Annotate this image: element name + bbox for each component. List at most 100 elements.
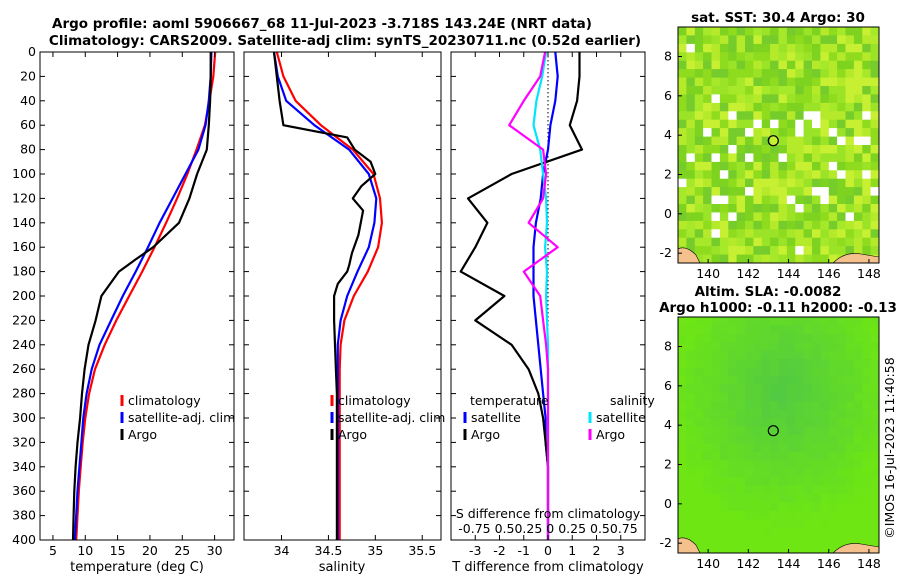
land-patch [678, 537, 701, 553]
map-cell [778, 342, 788, 352]
map-cell [778, 426, 788, 436]
map-cell [786, 317, 796, 326]
map-cell [745, 170, 754, 180]
map-cell [761, 409, 771, 419]
map-cell [719, 401, 729, 411]
map-cell [778, 187, 788, 197]
map-cell [870, 426, 879, 436]
axis-ticks: 5 10 15 20 25 30 34 34.5 35 35.5 -3 -2 -1 0 1 2 30204060… [12, 44, 881, 571]
map-cell [761, 52, 771, 62]
map-cell [870, 418, 879, 428]
map-cell [812, 187, 821, 197]
map-y-tick-label: 6 [664, 88, 672, 103]
map-cell [711, 544, 721, 553]
map-cell [770, 384, 780, 394]
map-cell [728, 161, 738, 171]
map-cell [753, 195, 763, 205]
map-cell [753, 111, 763, 121]
map-cell [728, 246, 738, 256]
map-cell [828, 128, 838, 138]
map-cell [728, 325, 738, 335]
map-cell [719, 468, 729, 478]
map-cell [870, 102, 879, 112]
map-cell [694, 69, 704, 79]
map-cell [820, 229, 830, 239]
map-cell [803, 477, 813, 487]
map-cell [761, 317, 771, 326]
map-cell [686, 342, 696, 352]
map-cell [770, 212, 780, 222]
map-cell [845, 494, 855, 503]
map-cell [820, 418, 830, 428]
map-cell [686, 333, 696, 343]
depth-tick-label: 120 [12, 190, 36, 205]
map-cell [745, 485, 754, 495]
map-cell [828, 384, 838, 394]
map-cell [719, 229, 729, 239]
depth-tick-label: 20 [20, 68, 36, 83]
map-cell [845, 94, 855, 104]
map-cell [736, 333, 746, 343]
x-tick-label: 34 [274, 543, 290, 558]
map-cell [703, 128, 713, 138]
map-cell [795, 136, 805, 146]
depth-tick-label: 140 [12, 215, 36, 230]
legend-title-salinity: salinity [610, 393, 655, 408]
map-cell [845, 333, 855, 343]
map-cell [786, 254, 796, 263]
map-cell [761, 510, 771, 520]
map-cell [812, 350, 821, 360]
legend-label-temp-argo: Argo [471, 427, 500, 442]
map-cell [795, 435, 805, 444]
map-cell [786, 187, 796, 197]
map-cell [845, 367, 855, 377]
map-x-tick-label: 146 [817, 556, 841, 571]
map-cell [761, 544, 771, 553]
map-cell [812, 544, 821, 553]
map-cell [828, 60, 838, 70]
map-cell [753, 502, 763, 512]
map-cell [803, 392, 813, 402]
map-cell [803, 170, 813, 180]
map-x-tick-label: 142 [736, 266, 760, 281]
map-cell [828, 102, 838, 112]
map-cell [786, 229, 796, 239]
map-cell [853, 376, 863, 385]
map-cell [828, 468, 838, 478]
map-cell [870, 527, 879, 537]
map-cell [828, 77, 838, 87]
map-cell [803, 136, 813, 146]
map-cell [703, 153, 713, 163]
map-cell [745, 494, 754, 503]
map-cell [786, 527, 796, 537]
sst-map-title: sat. SST: 30.4 Argo: 30 [691, 10, 865, 26]
map-cell [845, 102, 855, 112]
map-cell [761, 170, 771, 180]
legend-label-climatology: climatology [128, 393, 201, 408]
map-cell [745, 153, 754, 163]
map-cell [711, 384, 721, 394]
map-cell [828, 460, 838, 470]
map-cell [803, 195, 813, 205]
map-cell [703, 468, 713, 478]
map-cell [678, 342, 687, 352]
map-cell [678, 220, 687, 230]
map-cell [820, 136, 830, 146]
map-cell [719, 443, 729, 453]
map-cell [853, 69, 863, 79]
map-cell [845, 392, 855, 402]
map-cell [678, 136, 687, 146]
map-cell [786, 418, 796, 428]
map-cell [686, 376, 696, 385]
map-cell [736, 384, 746, 394]
x-tick-label: -2 [493, 543, 505, 558]
map-cell [761, 237, 771, 247]
map-cell [778, 220, 788, 230]
map-cell [694, 229, 704, 239]
map-cell [686, 27, 696, 36]
map-cell [862, 111, 872, 121]
difference-legend: temperature salinity satellite Argo sate… [463, 393, 655, 442]
map-cell [770, 145, 780, 154]
map-cell [820, 35, 830, 45]
map-cell [828, 119, 838, 129]
